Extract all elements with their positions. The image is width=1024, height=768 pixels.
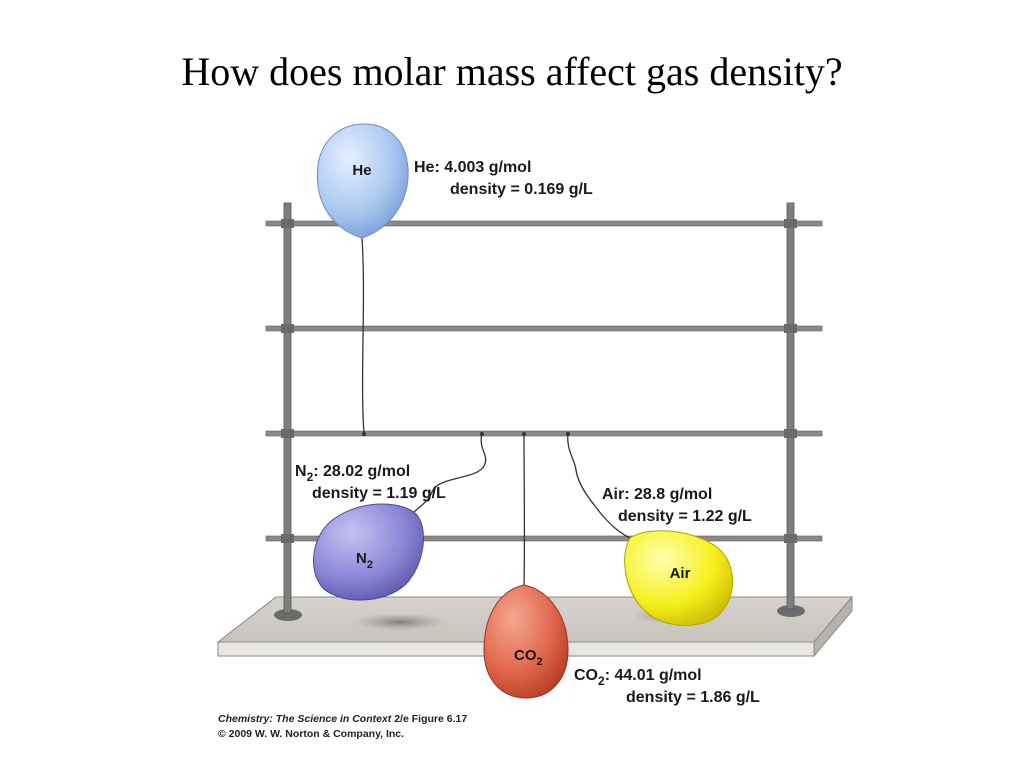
n2-formula: N: [295, 463, 307, 480]
air-molar-mass: 28.8 g/mol: [634, 486, 712, 503]
right-post: [786, 202, 795, 610]
credit-book: Chemistry: The Science in Context: [218, 713, 392, 725]
rail-3: [265, 430, 823, 437]
svg-text:N2: 28.02 g/mol: N2: 28.02 g/mol: [295, 463, 410, 484]
he-molar-mass: 4.003 g/mol: [444, 159, 531, 176]
air-density: density = 1.22 g/L: [618, 508, 752, 525]
air-balloon-label: Air: [670, 565, 691, 582]
air-string: [567, 432, 631, 539]
string-knots: [362, 432, 570, 436]
rail-clamps: [281, 219, 797, 543]
n2-balloon-label: N2: [356, 550, 373, 571]
credit-copyright: © 2009 W. W. Norton & Company, Inc.: [218, 728, 405, 740]
credit-edition: 2/e: [394, 713, 409, 725]
co2-balloon-label: CO2: [514, 647, 543, 668]
air-formula: Air: [602, 486, 624, 503]
rail-4: [265, 535, 823, 542]
n2-shadow: [352, 613, 448, 631]
co2-formula: CO: [574, 667, 598, 684]
strings: [361, 237, 631, 586]
rail-1: [265, 220, 823, 227]
n2-annotation: N2: 28.02 g/mol density = 1.19 g/L: [295, 463, 446, 502]
svg-text:Air: 28.8 g/mol: Air: 28.8 g/mol: [602, 486, 712, 503]
figure-credit: Chemistry: The Science in Context 2/e Fi…: [218, 712, 467, 742]
he-annotation: He: 4.003 g/mol density = 0.169 g/L: [414, 159, 593, 198]
svg-text:He: 4.003 g/mol: He: 4.003 g/mol: [414, 159, 531, 176]
he-balloon-label: He: [352, 162, 371, 179]
he-formula: He: [414, 159, 435, 176]
air-balloon: Air: [624, 530, 734, 626]
platform-side: [813, 595, 853, 658]
left-post-foot: [274, 609, 302, 621]
air-annotation: Air: 28.8 g/mol density = 1.22 g/L: [602, 486, 752, 525]
n2-molar-mass: 28.02 g/mol: [323, 463, 410, 480]
co2-molar-mass: 44.01 g/mol: [614, 667, 701, 684]
right-post-foot: [777, 605, 805, 617]
n2-density: density = 1.19 g/L: [312, 485, 446, 502]
slide-title: How does molar mass affect gas density?: [181, 49, 843, 94]
co2-density: density = 1.86 g/L: [626, 689, 760, 706]
left-post: [283, 202, 292, 614]
he-balloon: He: [316, 123, 409, 239]
co2-annotation: CO2: 44.01 g/mol density = 1.86 g/L: [574, 667, 760, 706]
n2-balloon: N2: [313, 503, 425, 601]
rails: [265, 220, 823, 542]
co2-balloon: CO2: [483, 584, 569, 699]
svg-text:CO2: 44.01 g/mol: CO2: 44.01 g/mol: [574, 667, 702, 688]
rail-2: [265, 325, 823, 332]
credit-figure: Figure 6.17: [411, 713, 468, 725]
credit-line-1: Chemistry: The Science in Context 2/e Fi…: [218, 712, 467, 727]
he-string: [361, 237, 365, 434]
he-density: density = 0.169 g/L: [450, 181, 593, 198]
n2-string: [413, 432, 487, 513]
